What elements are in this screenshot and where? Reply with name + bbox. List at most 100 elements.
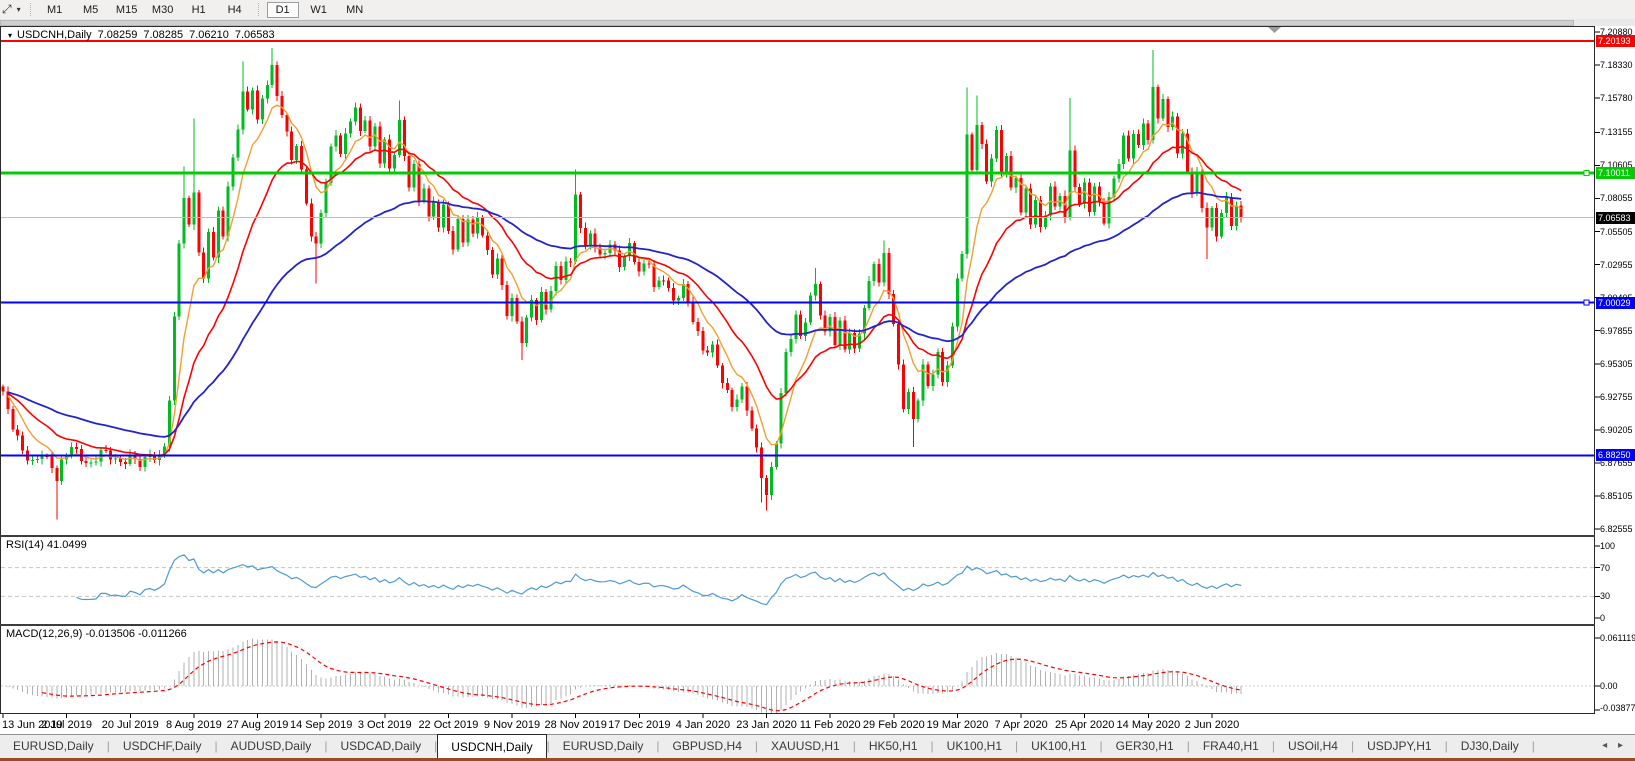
chart-tab-ger30-h1[interactable]: GER30,H1 xyxy=(1115,739,1174,753)
date-label: 28 Nov 2019 xyxy=(544,719,607,731)
tab-separator: | xyxy=(656,739,660,753)
rsi-indicator-label: RSI(14) 41.0499 xyxy=(6,539,87,551)
chart-tab-gbpusd-h4[interactable]: GBPUSD,H4 xyxy=(672,739,742,753)
chart-tab-usdcnh-daily[interactable]: USDCNH,Daily xyxy=(437,734,547,758)
dropdown-caret-icon[interactable]: ▾ xyxy=(16,5,21,14)
chart-ohlc-title: ▾ USDCNH,Daily 7.08259 7.08285 7.06210 7.0658… xyxy=(8,29,275,41)
chart-tab-uk100-h1[interactable]: UK100,H1 xyxy=(1031,739,1087,753)
price-axis-label: 7.02955 xyxy=(1600,259,1633,270)
chart-tab-usdcad-daily[interactable]: USDCAD,Daily xyxy=(340,739,422,753)
timeframe-button-m30[interactable]: M30 xyxy=(151,3,174,16)
macd-signal-line xyxy=(42,641,1242,712)
date-label: 27 Aug 2019 xyxy=(226,719,289,731)
chart-tab-xauusd-h1[interactable]: XAUUSD,H1 xyxy=(771,739,840,753)
price-tag: 7.20193 xyxy=(1596,35,1635,47)
chart-tab-usdjpy-h1[interactable]: USDJPY,H1 xyxy=(1367,739,1432,753)
hline-handle xyxy=(1583,170,1590,177)
rsi-axis-label: 70 xyxy=(1600,562,1611,573)
chart-tab-eurusd-daily[interactable]: EURUSD,Daily xyxy=(13,739,94,753)
price-axis-label: 7.20880 xyxy=(1600,27,1633,38)
rsi-axis-label: 0 xyxy=(1600,613,1606,623)
rsi-axis-label: 30 xyxy=(1600,591,1611,602)
chart-tab-audusd-daily[interactable]: AUDUSD,Daily xyxy=(230,739,312,753)
tabs-scroll-right-icon[interactable]: ▸ xyxy=(1617,740,1623,751)
price-axis-label: 7.13155 xyxy=(1600,127,1633,138)
timeframe-button-w1[interactable]: W1 xyxy=(310,3,327,16)
timeframe-button-m5[interactable]: M5 xyxy=(82,3,99,16)
tab-separator: | xyxy=(1271,739,1275,753)
chart-tab-fra40-h1[interactable]: FRA40,H1 xyxy=(1202,739,1259,753)
chart-tab-eurusd-daily[interactable]: EURUSD,Daily xyxy=(562,739,644,753)
timeframe-button-mn[interactable]: MN xyxy=(346,3,364,16)
tab-navigation: ◂ ▸ xyxy=(1594,735,1635,758)
tab-separator: | xyxy=(324,739,328,753)
date-label: 7 Apr 2020 xyxy=(994,719,1048,731)
tab-separator: | xyxy=(106,739,110,753)
rsi-axis-label: 100 xyxy=(1600,541,1616,551)
tab-separator: | xyxy=(434,739,438,753)
macd-axis-label: -0.03877 xyxy=(1600,703,1635,713)
timeframe-button-h4[interactable]: H4 xyxy=(227,3,242,16)
chart-tab-usdchf-daily[interactable]: USDCHF,Daily xyxy=(122,739,202,753)
date-label: 20 Jul 2019 xyxy=(101,719,159,731)
date-label: 14 May 2020 xyxy=(1116,719,1181,731)
price-axis-label: 6.92755 xyxy=(1600,391,1633,402)
toolbar-separator xyxy=(29,3,32,16)
chart-horizontal-scrollbar[interactable] xyxy=(0,19,1635,26)
date-label: 4 Jan 2020 xyxy=(675,719,731,731)
chart-symbol-title: USDCNH,Daily xyxy=(17,29,92,41)
chart-tab-hk50-h1[interactable]: HK50,H1 xyxy=(868,739,918,753)
price-axis-label: 7.05505 xyxy=(1600,226,1633,237)
cursor-tool-icon[interactable]: ⤢ xyxy=(2,2,12,16)
price-tag: 7.00029 xyxy=(1596,296,1635,309)
chart-tab-dj30-daily[interactable]: DJ30,Daily xyxy=(1460,739,1519,753)
chart-shift-marker-icon xyxy=(1268,27,1281,33)
scrollbar-thumb[interactable] xyxy=(0,20,1574,26)
chart-tabs: EURUSD,Daily | USDCHF,Daily | AUDUSD,Daily | U… xyxy=(0,734,1535,758)
tab-separator: | xyxy=(852,739,856,753)
date-label: 29 Feb 2020 xyxy=(862,719,925,731)
ma-mid-red xyxy=(7,145,1242,457)
ma-fast-orange xyxy=(7,104,1242,462)
price-axis-label: 6.90205 xyxy=(1600,424,1633,435)
timeframe-button-m15[interactable]: M15 xyxy=(115,3,138,16)
price-axis-label: 6.97855 xyxy=(1600,325,1633,336)
candlestick-series xyxy=(1,48,1243,520)
price-tag: 7.06583 xyxy=(1596,211,1635,224)
date-label: 2 Jul 2019 xyxy=(41,719,93,731)
tab-separator: | xyxy=(1015,739,1019,753)
tab-separator: | xyxy=(1444,739,1448,753)
timeframe-buttons: M1 M5 M15 M30 H1 H4 D1 W1 MN xyxy=(37,1,373,18)
timeframe-button-m1[interactable]: M1 xyxy=(46,3,63,16)
ohlc-low: 7.06210 xyxy=(189,29,229,41)
tabs-scroll-left-icon[interactable]: ◂ xyxy=(1602,740,1608,751)
price-axis-label: 7.18330 xyxy=(1600,60,1633,71)
price-axis-label: 6.85105 xyxy=(1600,491,1633,502)
chart-tab-usoil-h4[interactable]: USOil,H4 xyxy=(1287,739,1338,753)
price-axis-label: 7.08055 xyxy=(1600,193,1633,204)
date-label: 8 Aug 2019 xyxy=(166,719,222,731)
tab-separator: | xyxy=(1099,739,1103,753)
ohlc-close: 7.06583 xyxy=(234,29,275,41)
axis-ticks xyxy=(2,31,1600,718)
ohlc-open: 7.08259 xyxy=(97,29,138,41)
date-label: 13 Jun 2019 xyxy=(2,719,63,731)
date-label: 22 Oct 2019 xyxy=(418,719,479,731)
tab-separator: | xyxy=(1186,739,1190,753)
chart-tab-uk100-h1[interactable]: UK100,H1 xyxy=(946,739,1003,753)
timeframe-button-h1[interactable]: H1 xyxy=(191,3,206,16)
date-label: 11 Feb 2020 xyxy=(799,719,861,731)
macd-histogram xyxy=(7,638,1242,713)
price-axis-label: 6.82555 xyxy=(1600,524,1633,535)
date-label: 14 Sep 2019 xyxy=(289,719,353,731)
price-axis-label: 7.10605 xyxy=(1600,160,1633,171)
macd-indicator-label: MACD(12,26,9) -0.013506 -0.011266 xyxy=(6,628,187,640)
timeframe-button-d1[interactable]: D1 xyxy=(266,1,299,18)
chart-border xyxy=(0,26,1595,714)
price-axis-label: 6.95305 xyxy=(1600,358,1633,369)
tab-separator: | xyxy=(754,739,759,753)
tab-separator: | xyxy=(546,739,550,753)
ma-slow-blue xyxy=(7,191,1242,438)
chart-title-marker-icon: ▾ xyxy=(8,31,13,40)
